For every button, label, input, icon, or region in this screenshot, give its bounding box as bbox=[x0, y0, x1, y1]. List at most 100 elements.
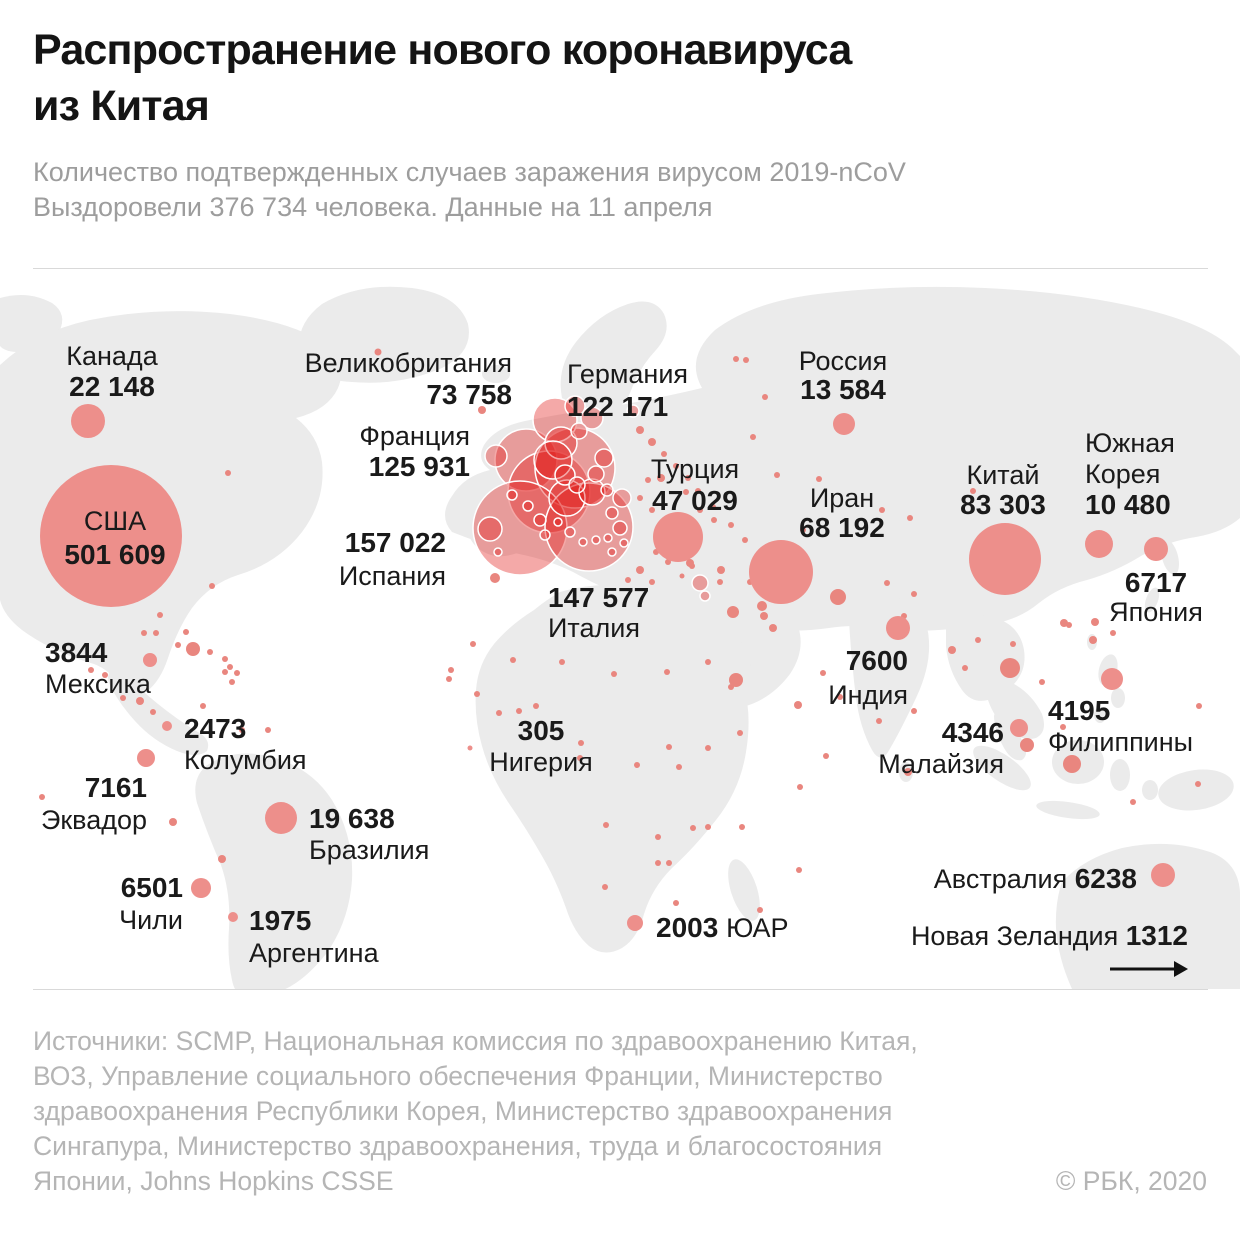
case-dot bbox=[39, 794, 45, 800]
land-japan-north bbox=[1151, 508, 1173, 536]
case-dot bbox=[757, 601, 767, 611]
case-dot bbox=[661, 451, 667, 457]
case-dot bbox=[478, 406, 486, 414]
case-dot bbox=[697, 507, 703, 513]
case-dot bbox=[1063, 755, 1081, 773]
case-dot bbox=[975, 637, 981, 643]
case-dot bbox=[717, 579, 723, 585]
land-eurasia bbox=[445, 286, 1240, 640]
case-dot bbox=[717, 566, 725, 574]
country-bubbles-layer bbox=[40, 404, 1175, 931]
label-philippines: 4195 bbox=[1048, 695, 1110, 726]
case-bubble-small bbox=[578, 537, 588, 547]
bubble-italy bbox=[544, 482, 634, 572]
case-bubble-small bbox=[564, 526, 576, 538]
case-dot bbox=[727, 606, 739, 618]
label-germany: 122 171 bbox=[567, 391, 668, 422]
label-brazil: 19 638 bbox=[309, 803, 395, 834]
subtitle-line-2: Выздоровели 376 734 человека. Данные на … bbox=[33, 192, 713, 222]
case-dot bbox=[948, 646, 956, 654]
case-dot bbox=[728, 684, 734, 690]
land-sumatra bbox=[973, 745, 1031, 791]
case-dot bbox=[636, 426, 644, 434]
label-canada: Канада bbox=[66, 341, 158, 371]
bubble-turkey bbox=[653, 512, 703, 562]
new-zealand-arrow-layer bbox=[1110, 961, 1188, 977]
case-bubble-small bbox=[548, 479, 586, 517]
case-dot bbox=[150, 709, 156, 715]
label-argentina: Аргентина bbox=[249, 938, 380, 968]
bubble-south-africa bbox=[627, 915, 643, 931]
bubble-usa bbox=[40, 465, 182, 607]
case-dot bbox=[634, 762, 640, 768]
sources-line-1: Источники: SCMP, Национальная комиссия п… bbox=[33, 1026, 918, 1056]
label-germany: Германия bbox=[567, 359, 688, 389]
land-malay-peninsula bbox=[994, 707, 1027, 761]
case-bubble-small bbox=[594, 448, 614, 468]
bubble-colombia bbox=[162, 721, 172, 731]
case-dot bbox=[153, 630, 159, 636]
case-dot bbox=[222, 656, 228, 662]
land-iceland bbox=[482, 365, 510, 383]
case-dot bbox=[673, 900, 679, 906]
bubble-south-korea bbox=[1085, 530, 1113, 558]
case-dot bbox=[760, 612, 768, 620]
label-spain: 157 022 bbox=[345, 527, 446, 558]
case-dot bbox=[136, 697, 144, 705]
case-dot bbox=[602, 884, 608, 890]
bubble-russia bbox=[833, 413, 855, 435]
label-chile: 6501 bbox=[121, 872, 183, 903]
case-dot bbox=[737, 730, 743, 736]
case-dot bbox=[559, 659, 565, 665]
land-java bbox=[1036, 800, 1100, 820]
case-dot bbox=[510, 657, 516, 663]
case-dot bbox=[679, 573, 685, 579]
case-dot bbox=[800, 527, 806, 533]
land-scandinavia bbox=[560, 301, 667, 416]
case-dot bbox=[1195, 781, 1201, 787]
case-bubble-small bbox=[568, 476, 586, 494]
case-dot bbox=[728, 522, 734, 528]
case-dot bbox=[234, 670, 240, 676]
case-bubble-small bbox=[493, 547, 503, 557]
case-dot bbox=[446, 676, 452, 682]
case-dot bbox=[648, 438, 656, 446]
land-iberia bbox=[466, 501, 543, 557]
bubble-canada bbox=[71, 404, 105, 438]
bubble-argentina bbox=[228, 912, 238, 922]
case-dot bbox=[750, 434, 756, 440]
case-bubble-small bbox=[533, 440, 573, 480]
label-malaysia: Малайзия bbox=[878, 749, 1004, 779]
label-ecuador: Эквадор bbox=[41, 805, 147, 835]
label-uk: 73 758 bbox=[426, 379, 512, 410]
case-dot bbox=[710, 504, 716, 510]
case-dot bbox=[207, 649, 213, 655]
label-japan: Япония bbox=[1109, 597, 1203, 627]
case-dot bbox=[695, 488, 701, 494]
case-dot bbox=[686, 559, 694, 567]
case-bubble-small bbox=[607, 547, 617, 557]
label-iran: Иран bbox=[810, 483, 874, 513]
case-dot bbox=[1010, 641, 1016, 647]
case-bubble-small bbox=[605, 506, 619, 520]
case-dot bbox=[374, 348, 382, 356]
label-usa: США bbox=[84, 506, 146, 536]
case-dot bbox=[911, 708, 917, 714]
land-japan-south bbox=[1144, 587, 1160, 613]
title-line-1: Распространение нового коронавируса bbox=[33, 26, 852, 74]
case-bubble-small bbox=[553, 517, 563, 527]
label-ecuador: 7161 bbox=[85, 772, 147, 803]
case-dot bbox=[673, 463, 679, 469]
label-south-africa: 2003 ЮАР bbox=[656, 912, 788, 943]
case-dot bbox=[655, 834, 661, 840]
case-bubble-small bbox=[587, 465, 605, 483]
label-russia: Россия bbox=[799, 346, 888, 376]
case-dot bbox=[711, 517, 717, 523]
case-dot bbox=[907, 515, 913, 521]
land-italy bbox=[573, 505, 611, 551]
case-dot bbox=[743, 357, 749, 363]
case-dot bbox=[218, 855, 226, 863]
bubble-chile bbox=[191, 878, 211, 898]
divider-top bbox=[33, 268, 1208, 269]
copyright: © РБК, 2020 bbox=[1055, 1166, 1207, 1196]
